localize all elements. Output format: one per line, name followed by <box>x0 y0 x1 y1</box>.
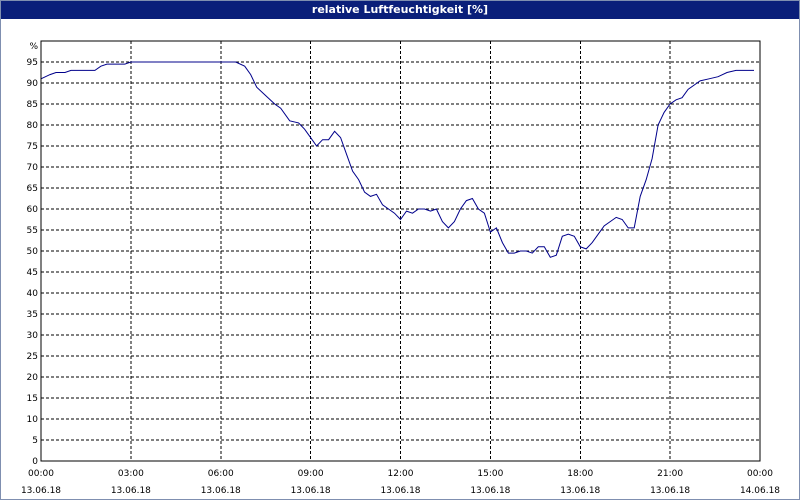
y-tick-label: 15 <box>27 394 38 404</box>
x-tick-date-label: 13.06.18 <box>111 486 151 496</box>
series-line <box>40 61 754 258</box>
y-tick-label: 10 <box>27 415 39 425</box>
y-tick-label: 0 <box>32 457 38 467</box>
x-tick-date-label: 13.06.18 <box>560 486 600 496</box>
y-tick-label: 40 <box>27 289 39 299</box>
x-tick-time-label: 15:00 <box>477 469 503 479</box>
chart-title: relative Luftfeuchtigkeit [%] <box>1 1 799 19</box>
x-axis-ticks: 00:00 13.06.18 03:00 13.06.18 06:00 13.06.18 0… <box>21 469 780 496</box>
x-tick-time-label: 12:00 <box>388 469 414 479</box>
x-tick-date-label: 13.06.18 <box>21 486 61 496</box>
y-axis-unit-label: % <box>29 42 38 52</box>
y-tick-label: 60 <box>27 205 39 215</box>
x-tick-date-label: 13.06.18 <box>470 486 510 496</box>
x-tick-time-label: 00:00 <box>28 469 54 479</box>
x-tick-time-label: 06:00 <box>208 469 234 479</box>
grid <box>41 41 760 461</box>
plot-border <box>40 40 761 462</box>
y-tick-label: 75 <box>27 142 38 152</box>
y-tick-label: 85 <box>27 100 38 110</box>
x-tick-date-label: 13.06.18 <box>291 486 331 496</box>
x-tick-date-label: 13.06.18 <box>650 486 690 496</box>
y-tick-label: 35 <box>27 310 38 320</box>
y-tick-label: 65 <box>27 184 38 194</box>
x-tick-time-label: 09:00 <box>298 469 324 479</box>
y-tick-label: 45 <box>27 268 38 278</box>
y-tick-label: 30 <box>27 331 39 341</box>
x-tick-time-label: 00:00 <box>747 469 773 479</box>
y-tick-label: 80 <box>27 121 39 131</box>
y-tick-label: 5 <box>32 436 38 446</box>
y-tick-label: 90 <box>27 79 39 89</box>
x-tick-date-label: 13.06.18 <box>201 486 241 496</box>
y-tick-label: 70 <box>27 163 39 173</box>
x-tick-date-label: 13.06.18 <box>380 486 420 496</box>
y-tick-label: 95 <box>27 58 38 68</box>
x-tick-time-label: 21:00 <box>657 469 683 479</box>
y-tick-label: 50 <box>27 247 39 257</box>
x-tick-time-label: 18:00 <box>567 469 593 479</box>
y-tick-label: 55 <box>27 226 38 236</box>
y-axis-ticks: 0 5 10 15 20 25 30 35 40 45 50 55 60 65 70 75 80 85 90 95 <box>27 58 39 467</box>
y-tick-label: 20 <box>27 373 39 383</box>
x-tick-time-label: 03:00 <box>118 469 144 479</box>
x-tick-date-label: 14.06.18 <box>740 486 780 496</box>
y-tick-label: 25 <box>27 352 38 362</box>
